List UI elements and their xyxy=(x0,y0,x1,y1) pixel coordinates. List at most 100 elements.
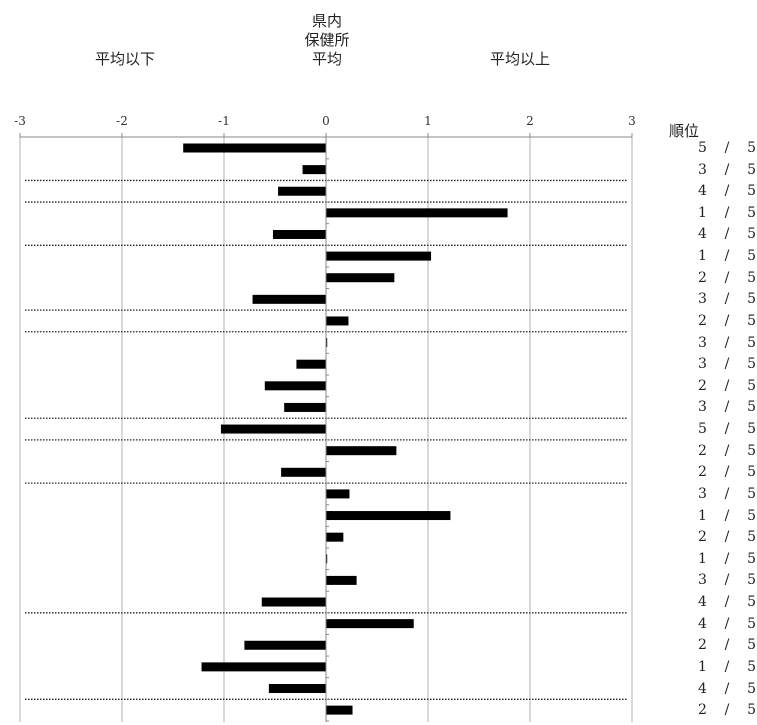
bar xyxy=(264,381,326,391)
prefecture-average-label: 県内 保健所 平均 xyxy=(272,12,382,69)
rank-row: 4 / 5 xyxy=(698,681,756,697)
rank-separator: / xyxy=(724,594,730,611)
rank-row: 5 / 5 xyxy=(698,140,756,156)
rank-row: 1 / 5 xyxy=(698,248,756,264)
rank-row: 4 / 5 xyxy=(698,594,756,610)
bar xyxy=(261,597,326,607)
rank-row: 4 / 5 xyxy=(698,616,756,632)
rank-separator: / xyxy=(724,140,730,156)
bar xyxy=(326,554,328,564)
bar xyxy=(326,208,508,218)
rank-separator: / xyxy=(724,442,730,459)
rank-total: 5 xyxy=(747,464,756,481)
rank-value: 1 xyxy=(698,204,707,221)
bar xyxy=(252,294,326,304)
bar xyxy=(326,705,353,715)
rank-total: 5 xyxy=(747,442,756,459)
bar xyxy=(296,359,326,369)
x-tick-label: 1 xyxy=(424,114,432,128)
rank-row: 4 / 5 xyxy=(698,183,756,199)
rank-row: 2 / 5 xyxy=(698,270,756,286)
rank-total: 5 xyxy=(747,507,756,524)
rank-value: 4 xyxy=(698,226,707,243)
rank-total: 5 xyxy=(747,399,756,416)
bar xyxy=(183,143,326,153)
rank-total: 5 xyxy=(747,658,756,675)
rank-value: 2 xyxy=(698,637,707,654)
rank-row: 1 / 5 xyxy=(698,659,756,675)
x-tick-label: 3 xyxy=(628,114,636,128)
x-tick-label: -1 xyxy=(218,114,230,128)
rank-total: 5 xyxy=(747,312,756,329)
rank-total: 5 xyxy=(747,615,756,632)
rank-separator: / xyxy=(724,248,730,265)
rank-value: 1 xyxy=(698,658,707,675)
bar xyxy=(281,467,326,477)
rank-row: 2 / 5 xyxy=(698,313,756,329)
rank-separator: / xyxy=(724,550,730,567)
rank-row: 3 / 5 xyxy=(698,335,756,351)
rank-total: 5 xyxy=(747,377,756,394)
rank-value: 4 xyxy=(698,594,707,611)
rank-separator: / xyxy=(724,637,730,654)
rank-value: 2 xyxy=(698,312,707,329)
rank-separator: / xyxy=(724,680,730,697)
rank-total: 5 xyxy=(747,680,756,697)
rank-value: 5 xyxy=(698,421,707,438)
bar xyxy=(272,229,326,239)
rank-row: 2 / 5 xyxy=(698,464,756,480)
rank-row: 3 / 5 xyxy=(698,291,756,307)
bar xyxy=(326,619,414,629)
rank-row: 3 / 5 xyxy=(698,399,756,415)
rank-separator: / xyxy=(724,312,730,329)
rank-row: 2 / 5 xyxy=(698,529,756,545)
rank-separator: / xyxy=(724,356,730,373)
rank-header: 順位 xyxy=(669,122,700,140)
bar xyxy=(326,273,395,283)
rank-value: 1 xyxy=(698,550,707,567)
rank-row: 1 / 5 xyxy=(698,508,756,524)
rank-total: 5 xyxy=(747,356,756,373)
x-tick-label: -2 xyxy=(116,114,128,128)
rank-total: 5 xyxy=(747,291,756,308)
header-line-2: 保健所 xyxy=(304,31,350,49)
rank-total: 5 xyxy=(747,572,756,589)
rank-separator: / xyxy=(724,269,730,286)
rank-separator: / xyxy=(724,507,730,524)
rank-value: 1 xyxy=(698,248,707,265)
rank-separator: / xyxy=(724,377,730,394)
rank-total: 5 xyxy=(747,248,756,265)
rank-row: 2 / 5 xyxy=(698,443,756,459)
rank-separator: / xyxy=(724,615,730,632)
rank-value: 3 xyxy=(698,399,707,416)
rank-separator: / xyxy=(724,334,730,351)
rank-total: 5 xyxy=(747,140,756,156)
bar xyxy=(244,640,326,650)
rank-value: 3 xyxy=(698,485,707,502)
rank-value: 3 xyxy=(698,356,707,373)
rank-row: 2 / 5 xyxy=(698,702,756,718)
rank-separator: / xyxy=(724,572,730,589)
rank-row: 4 / 5 xyxy=(698,226,756,242)
rank-row: 3 / 5 xyxy=(698,572,756,588)
rank-total: 5 xyxy=(747,421,756,438)
rank-value: 3 xyxy=(698,572,707,589)
rank-separator: / xyxy=(724,464,730,481)
bar xyxy=(326,251,432,261)
bar xyxy=(326,489,350,499)
bar xyxy=(278,186,326,196)
rank-separator: / xyxy=(724,399,730,416)
below-average-label: 平均以下 xyxy=(94,50,155,68)
bar xyxy=(284,402,326,412)
rank-total: 5 xyxy=(747,226,756,243)
rank-separator: / xyxy=(724,204,730,221)
rank-value: 2 xyxy=(698,377,707,394)
rank-separator: / xyxy=(724,161,730,178)
rank-row: 3 / 5 xyxy=(698,356,756,372)
header-line-1: 県内 xyxy=(311,12,342,30)
bar xyxy=(201,662,326,672)
rank-total: 5 xyxy=(747,161,756,178)
rank-row: 5 / 5 xyxy=(698,421,756,437)
rank-separator: / xyxy=(724,226,730,243)
